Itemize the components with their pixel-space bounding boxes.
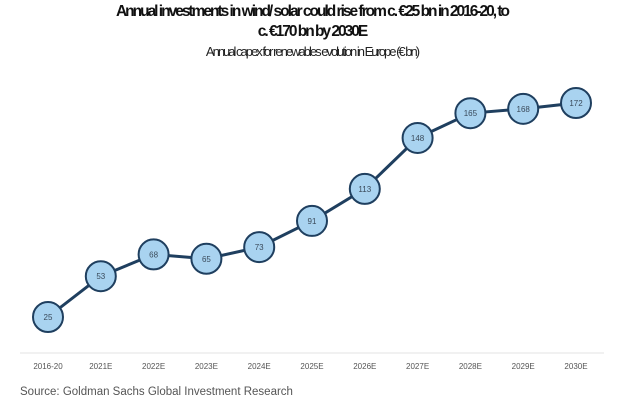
data-point: 168 <box>507 92 540 125</box>
data-marker <box>137 238 170 271</box>
data-marker <box>401 121 434 154</box>
data-point: 148 <box>401 121 434 154</box>
data-label: 172 <box>569 99 583 108</box>
data-marker <box>32 301 64 333</box>
data-label: 165 <box>464 109 478 118</box>
data-label: 25 <box>44 313 53 322</box>
data-label: 113 <box>358 185 371 194</box>
chart-subtitle: Annual capex for renewables evolution in… <box>205 44 420 59</box>
x-tick-label: 2028E <box>459 362 482 371</box>
chart-title-line-2: c. €170 bn by 2030E <box>257 23 368 40</box>
data-label: 68 <box>149 250 158 259</box>
data-marker <box>348 172 381 205</box>
data-label: 91 <box>308 217 317 226</box>
data-label: 65 <box>202 255 211 264</box>
data-label: 148 <box>411 134 425 143</box>
data-point: 65 <box>190 242 223 275</box>
x-tick-label: 2027E <box>406 362 429 371</box>
data-label: 168 <box>517 105 531 114</box>
data-point: 68 <box>137 238 170 271</box>
data-marker <box>454 97 487 130</box>
data-point: 91 <box>296 204 328 237</box>
x-tick-label: 2022E <box>142 362 165 371</box>
x-tick-label: 2030E <box>564 362 587 371</box>
data-marker <box>296 204 328 237</box>
x-tick-label: 2023E <box>195 362 218 371</box>
data-point: 53 <box>84 260 117 293</box>
x-tick-labels: 2016-20 2021E 2022E 2023E 2024E 2025E 2026E 202… <box>33 362 587 371</box>
data-marker <box>243 231 276 264</box>
data-marker <box>560 87 592 119</box>
data-label: 53 <box>96 272 105 281</box>
data-point: 113 <box>348 172 381 205</box>
data-point: 165 <box>454 97 487 130</box>
data-label: 73 <box>255 243 264 252</box>
source-note: Source: Goldman Sachs Global Investment … <box>20 386 293 398</box>
x-tick-label: 2029E <box>512 362 535 371</box>
data-markers: 25 53 68 65 73 91 113 148 165 168 172 <box>32 87 592 333</box>
x-tick-label: 2021E <box>89 362 112 371</box>
data-point: 172 <box>560 87 592 119</box>
x-tick-label: 2016-20 <box>33 362 63 371</box>
data-point: 73 <box>243 231 276 264</box>
data-marker <box>507 92 540 125</box>
x-tick-label: 2026E <box>353 362 376 371</box>
x-tick-label: 2024E <box>248 362 271 371</box>
chart-title-line-1: Annual investments in wind/ solar could … <box>115 3 510 20</box>
data-marker <box>84 260 117 293</box>
chart-title: Annual investments in wind/ solar could … <box>0 2 624 42</box>
data-marker <box>190 242 223 275</box>
data-point: 25 <box>32 301 64 333</box>
x-tick-label: 2025E <box>300 362 323 371</box>
